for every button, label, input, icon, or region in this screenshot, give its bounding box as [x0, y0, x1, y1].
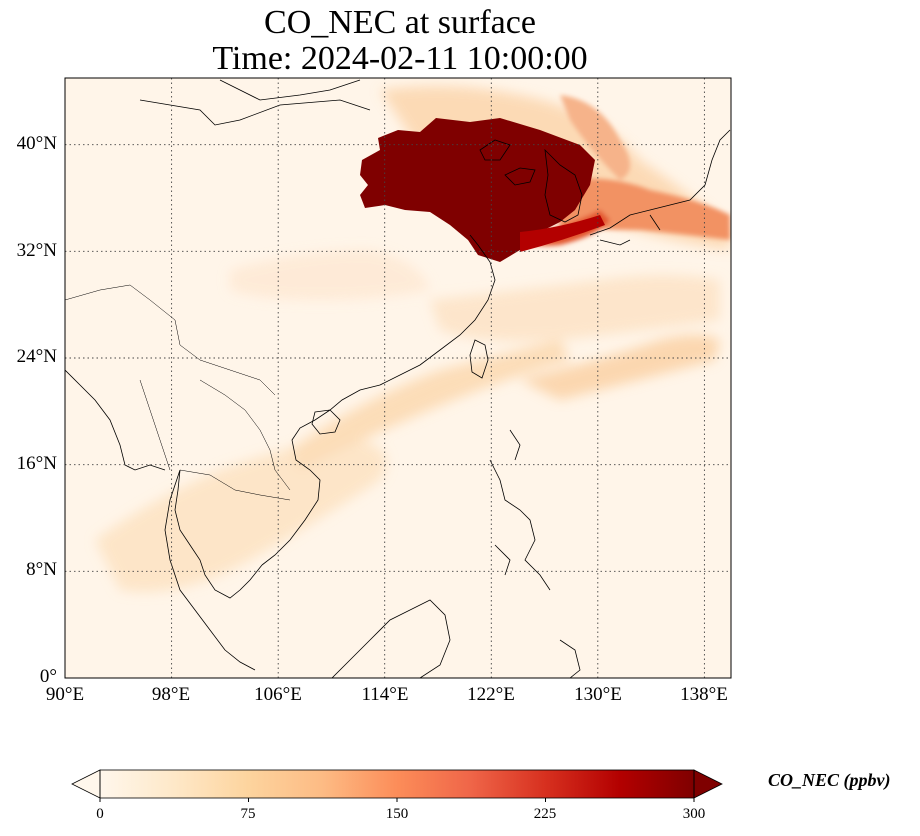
colorbar — [71, 769, 723, 802]
lat-tick-label: 32°N — [16, 240, 57, 261]
myanmar-coast — [65, 369, 166, 471]
plume-southwest — [95, 440, 387, 592]
colorbar-label: CO_NEC (ppbv) — [768, 770, 891, 790]
shandong — [504, 167, 536, 186]
concentration-field — [95, 86, 730, 592]
borneo — [331, 599, 451, 678]
lon-tick-label: 122°E — [467, 684, 515, 705]
plume-core — [360, 118, 595, 262]
lon-tick-label: 98°E — [151, 684, 191, 705]
border-china-myanmar — [65, 284, 276, 396]
coastlines — [65, 79, 731, 678]
map-frame — [64, 77, 732, 679]
plume-core-edge — [520, 215, 605, 252]
taiwan — [469, 339, 489, 379]
plume-inland — [230, 250, 430, 300]
plume-central — [290, 340, 570, 470]
japan — [589, 129, 731, 246]
lat-tick-label: 0° — [39, 666, 57, 687]
hainan — [311, 409, 341, 435]
lon-tick-label: 90°E — [45, 684, 85, 705]
border-laos-vietnam — [199, 379, 291, 491]
korea — [544, 148, 583, 223]
colorbar-tick-label: 300 — [682, 806, 706, 822]
colorbar-tick-label: 150 — [385, 806, 409, 822]
map-timestamp: Time: 2024-02-11 10:00:00 — [212, 40, 588, 77]
sulawesi-area — [559, 639, 581, 678]
country-borders — [65, 284, 291, 501]
colorbar-tick-label: 225 — [533, 806, 557, 822]
map-title: CO_NEC at surface — [264, 4, 536, 41]
plume-northeast — [560, 95, 630, 180]
colorbar-extend-max — [693, 769, 723, 799]
border-thailand-cambodia — [179, 469, 291, 501]
colorbar-extend-min — [71, 769, 101, 799]
lon-tick-label: 106°E — [254, 684, 302, 705]
lat-tick-label: 40°N — [16, 133, 57, 154]
colorbar-tick-label: 0 — [96, 806, 104, 822]
colorbar-tick-label: 75 — [240, 806, 256, 822]
malay-coast — [164, 469, 256, 671]
gridlines — [65, 78, 731, 678]
lon-tick-label: 138°E — [680, 684, 728, 705]
bohai — [479, 139, 511, 161]
colorbar-gradient — [100, 770, 694, 798]
mongolia-border — [139, 99, 371, 126]
lon-tick-label: 114°E — [361, 684, 409, 705]
lat-tick-label: 16°N — [16, 453, 57, 474]
lon-tick-label: 130°E — [574, 684, 622, 705]
china-coast — [261, 234, 496, 566]
border-myanmar-thailand — [139, 379, 171, 471]
lat-tick-label: 24°N — [16, 346, 57, 367]
russia-border — [219, 79, 361, 101]
plume-east-1 — [430, 275, 720, 342]
plume-east-2 — [520, 335, 720, 400]
philippines — [489, 429, 551, 591]
lat-tick-label: 8°N — [26, 559, 57, 580]
indochina-coast — [174, 469, 263, 599]
